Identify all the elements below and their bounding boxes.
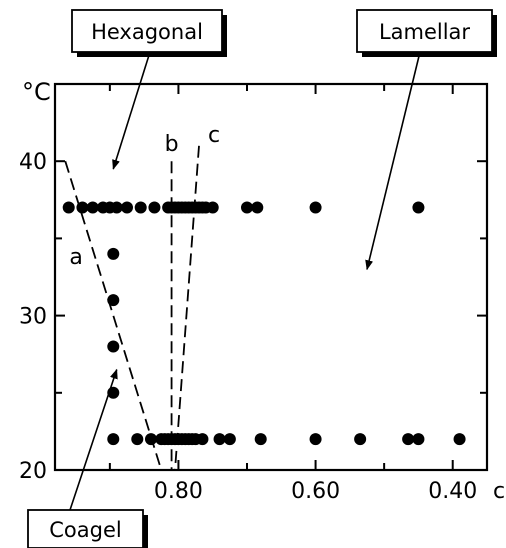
data-point bbox=[309, 201, 322, 214]
region-box-coagel bbox=[27, 509, 144, 548]
data-point bbox=[213, 433, 226, 446]
data-point bbox=[412, 433, 425, 446]
plot-frame bbox=[53, 82, 489, 472]
region-arrow-coagel bbox=[69, 368, 118, 511]
region-arrow-lamellar bbox=[365, 51, 421, 271]
data-point bbox=[110, 201, 123, 214]
y-tick-label: 20 bbox=[19, 459, 47, 484]
data-point bbox=[206, 201, 219, 214]
x-tick-label: 0.60 bbox=[291, 479, 340, 504]
data-point bbox=[107, 340, 120, 353]
region-box-hexagonal bbox=[71, 9, 223, 53]
data-point bbox=[107, 433, 120, 446]
x-tick-label: 0.80 bbox=[154, 479, 203, 504]
region-label-coagel: Coagel bbox=[49, 518, 121, 542]
region-label-lamellar: Lamellar bbox=[379, 20, 470, 44]
data-point bbox=[107, 294, 120, 307]
data-point bbox=[251, 201, 264, 214]
data-point bbox=[354, 433, 367, 446]
y-axis-label: °C bbox=[22, 78, 51, 106]
boundary-label-b: b bbox=[165, 132, 179, 157]
data-point bbox=[412, 201, 425, 214]
data-point bbox=[62, 201, 75, 214]
data-point bbox=[241, 201, 253, 214]
data-points bbox=[62, 201, 466, 446]
boundary-label-c: c bbox=[208, 123, 220, 148]
x-tick-label: 0.40 bbox=[428, 479, 477, 504]
data-point bbox=[309, 433, 322, 446]
y-tick-label: 40 bbox=[19, 150, 47, 175]
chart-labels: 0.80 0.60 0.40 20 30 40 °C c a b c bbox=[19, 78, 505, 504]
x-axis-label: c bbox=[493, 479, 505, 504]
region-box-lamellar bbox=[356, 9, 493, 53]
data-point bbox=[131, 433, 144, 446]
axis-ticks bbox=[55, 84, 487, 471]
data-point bbox=[254, 433, 267, 446]
data-point bbox=[121, 201, 133, 214]
region-arrow-hexagonal bbox=[112, 51, 151, 170]
boundary-label-a: a bbox=[69, 245, 82, 270]
data-point bbox=[453, 433, 466, 446]
data-point bbox=[148, 201, 161, 214]
data-point bbox=[402, 433, 415, 446]
region-annotations: Hexagonal Lamellar Coagel bbox=[27, 9, 497, 548]
data-point bbox=[223, 433, 236, 446]
data-point bbox=[134, 201, 147, 214]
data-point bbox=[86, 201, 99, 214]
data-point bbox=[145, 433, 157, 446]
data-point bbox=[76, 201, 89, 214]
y-tick-label: 30 bbox=[19, 305, 47, 330]
phase-boundary-lines bbox=[64, 145, 200, 471]
region-label-hexagonal: Hexagonal bbox=[91, 20, 203, 44]
axes bbox=[53, 82, 489, 472]
boundary-line-c bbox=[174, 145, 200, 471]
data-point bbox=[196, 433, 209, 446]
data-point bbox=[107, 247, 120, 260]
